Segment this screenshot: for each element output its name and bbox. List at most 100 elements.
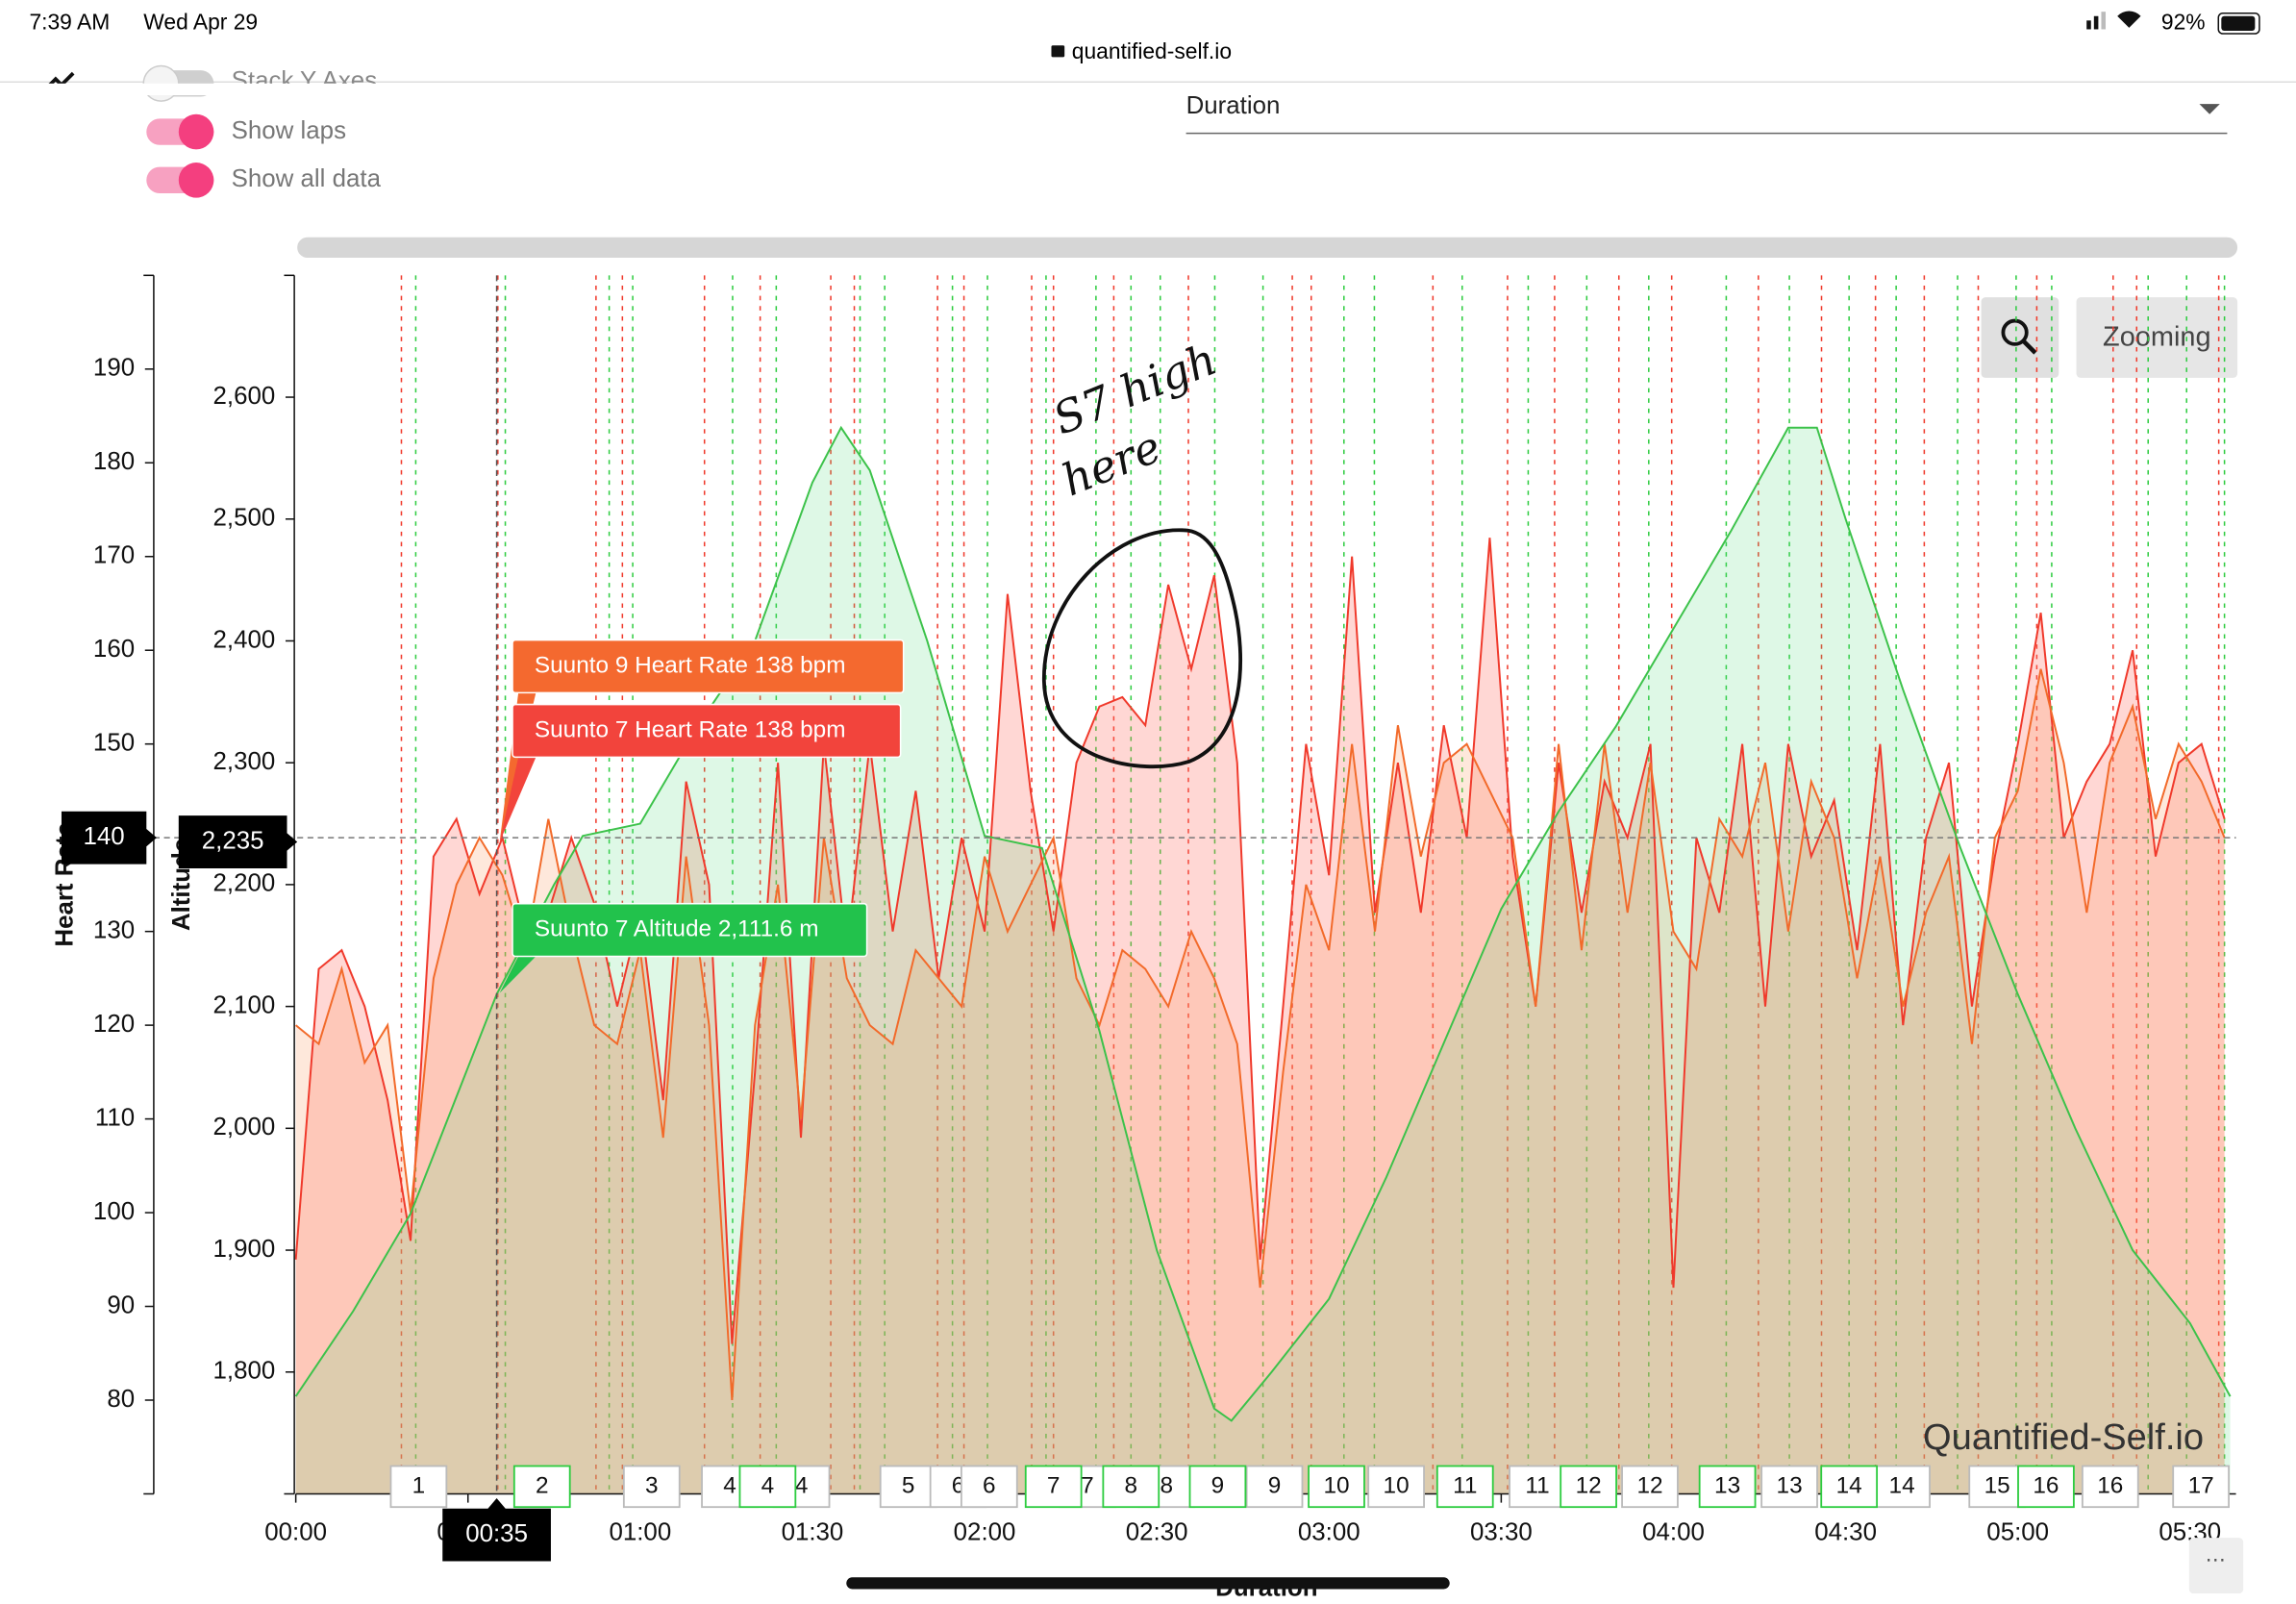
lap-label-box [1024, 1465, 1083, 1509]
toggle-laps[interactable]: Show laps [146, 113, 346, 150]
signal-icon [2086, 20, 2091, 30]
toggle-all-data[interactable]: Show all data [146, 163, 382, 198]
tooltip-box [512, 639, 905, 694]
crosshair-y-label: 140 [84, 823, 125, 850]
x-tick-label: 01:30 [782, 1518, 844, 1545]
lap-label: 7 [1081, 1472, 1094, 1498]
corner-button[interactable] [2188, 1538, 2244, 1594]
home-indicator [846, 1577, 1450, 1590]
toggle-knob [178, 113, 214, 150]
lap-label: 14 [1889, 1472, 1915, 1498]
x-tick-label: 05:00 [1986, 1518, 2049, 1545]
zoom-icon-button[interactable] [1981, 297, 2059, 378]
lap-label: 9 [1211, 1472, 1225, 1498]
lap-label-box [1560, 1465, 1617, 1509]
lap-label: 12 [1636, 1472, 1662, 1498]
lap-label-box [1245, 1465, 1304, 1509]
magnifier [2001, 318, 2029, 346]
x-tick-label: 04:00 [1642, 1518, 1705, 1545]
lap-label: 4 [795, 1472, 809, 1498]
x-tick-label: 03:30 [1470, 1518, 1533, 1545]
lap-label-box [879, 1465, 937, 1509]
zoom-button[interactable]: Zooming [2076, 297, 2238, 378]
x-tick-label: 02:30 [1126, 1518, 1188, 1545]
x-tick-label: 04:30 [1814, 1518, 1877, 1545]
magnifier-handle [2022, 339, 2037, 355]
status-bar [0, 0, 2296, 83]
y-tick-label: 100 [93, 1198, 135, 1225]
x-axis-select[interactable]: Duration [1186, 92, 2228, 135]
lap-label: 14 [1836, 1472, 1862, 1498]
tooltip-pointer [499, 956, 537, 993]
chart: 80901001101201301401501601701801901,8001… [51, 274, 2236, 1601]
lap-label: 8 [1160, 1472, 1174, 1498]
lap-label: 13 [1714, 1472, 1740, 1498]
battery-icon [2217, 12, 2260, 35]
tooltip-text: Suunto 7 Altitude 2,111.6 m [535, 916, 819, 942]
lap-label: 11 [1525, 1472, 1549, 1498]
button-bg [1981, 297, 2059, 378]
tooltip-text: Suunto 7 Heart Rate 138 bpm [535, 716, 846, 742]
corner-button-dots: ⋯ [2206, 1548, 2226, 1571]
lap-label-box [2081, 1465, 2139, 1509]
lap-label: 6 [983, 1472, 996, 1498]
lap-label: 2 [536, 1472, 549, 1498]
y-tick-label: 170 [93, 542, 135, 569]
crosshair-label-bg [61, 811, 157, 865]
y-tick-label: 80 [107, 1386, 135, 1413]
crosshair-label-bg [178, 815, 298, 868]
lap-label: 17 [2188, 1472, 2214, 1498]
lock-icon [1051, 45, 1065, 58]
y-tick-label: 160 [93, 636, 135, 663]
tooltip-pointer [499, 757, 537, 842]
lap-label: 13 [1777, 1472, 1803, 1498]
tooltip-box [512, 902, 868, 958]
lap-label-box [2172, 1465, 2230, 1509]
lap-label-box [512, 1465, 571, 1509]
toggle-label: Show laps [232, 117, 346, 144]
series-line [294, 425, 2232, 1422]
y2-tick-label: 1,900 [213, 1236, 276, 1263]
y-tick-label: 130 [93, 916, 135, 943]
y2-tick-label: 2,200 [213, 870, 276, 897]
signal-icon [2093, 15, 2099, 30]
watermark: Quantified-Self.io [1923, 1417, 2204, 1458]
lap-label-box [738, 1465, 797, 1509]
status-date: Wed Apr 29 [143, 9, 258, 34]
y-tick-label: 90 [107, 1291, 135, 1318]
y2-tick-label: 1,800 [213, 1358, 276, 1385]
x-tick-label: 03:00 [1298, 1518, 1360, 1545]
lap-label: 12 [1576, 1472, 1602, 1498]
lap-label: 10 [1323, 1472, 1349, 1498]
lap-label: 7 [1047, 1472, 1061, 1498]
lap-label-box [1102, 1465, 1160, 1509]
lap-label-box [1698, 1465, 1757, 1509]
lap-label: 4 [723, 1472, 736, 1498]
y-tick-label: 110 [95, 1104, 135, 1131]
y2-tick-label: 2,300 [213, 748, 276, 775]
lap-label: 10 [1384, 1472, 1410, 1498]
lap-label-box [1435, 1465, 1494, 1509]
battery-text: 92% [2161, 9, 2206, 34]
x-tick-label: 01:00 [609, 1518, 671, 1545]
area-fill [295, 427, 2231, 1494]
x-tick-label: 00:00 [264, 1518, 327, 1545]
y-tick-label: 120 [93, 1011, 135, 1038]
lap-label-box [1621, 1465, 1679, 1509]
lap-label: 16 [2033, 1472, 2059, 1498]
lap-label: 5 [902, 1472, 915, 1498]
y-tick-label: 180 [93, 448, 135, 475]
lap-label: 1 [412, 1472, 426, 1498]
series-line [295, 668, 2226, 1401]
url[interactable]: quantified-self.io [1072, 38, 1232, 63]
handwritten-circle [1041, 528, 1243, 768]
x-tick-label: 02:00 [954, 1518, 1016, 1545]
lap-label: 4 [761, 1472, 775, 1498]
lap-label: 15 [1984, 1472, 2010, 1498]
select-value: Duration [1186, 92, 1281, 119]
y-tick-label: 150 [93, 730, 135, 757]
scroll-clip [0, 83, 439, 95]
scrollbar[interactable] [297, 237, 2238, 259]
